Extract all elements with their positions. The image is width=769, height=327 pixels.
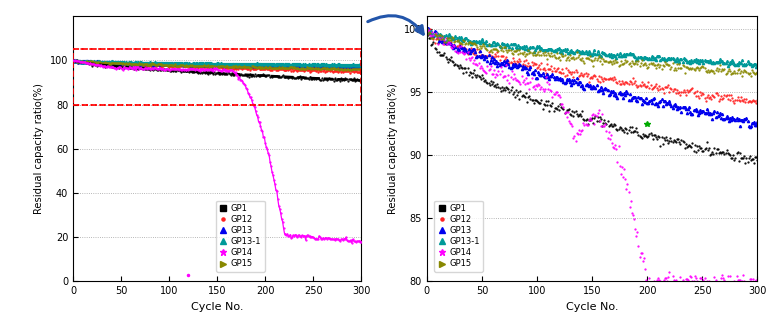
Bar	[73, 49, 361, 105]
Y-axis label: Residual capacity ratio(%): Residual capacity ratio(%)	[35, 83, 45, 214]
Y-axis label: Residual capacity ratio(%): Residual capacity ratio(%)	[388, 83, 398, 214]
X-axis label: Cycle No.: Cycle No.	[191, 301, 244, 312]
X-axis label: Cycle No.: Cycle No.	[566, 301, 618, 312]
Legend: GP1, GP12, GP13, GP13-1, GP14, GP15: GP1, GP12, GP13, GP13-1, GP14, GP15	[216, 201, 265, 272]
Legend: GP1, GP12, GP13, GP13-1, GP14, GP15: GP1, GP12, GP13, GP13-1, GP14, GP15	[434, 201, 483, 272]
